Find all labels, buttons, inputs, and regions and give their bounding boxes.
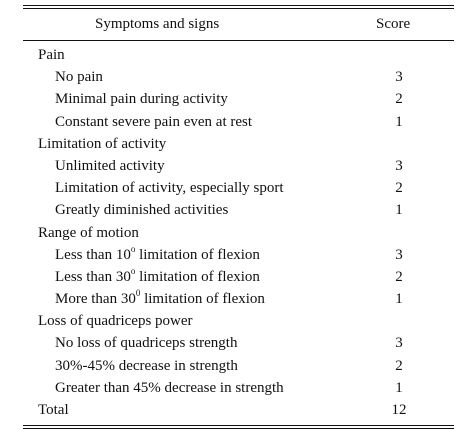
degree-sup: o [130,243,136,254]
item-label: Unlimited activity [55,157,165,174]
item-label-pre: Less than 30 [55,268,131,285]
item-label: No pain [55,69,103,86]
table-row: Less than 30o limitation of flexion 2 [0,266,468,288]
item-label: Limitation of activity, especially sport [55,180,284,197]
item-score: 2 [395,268,403,285]
item-label: Constant severe pain even at rest [55,113,253,130]
category-label: Range of motion [38,224,139,241]
item-label-pre: Less than 10 [55,246,131,263]
table-row: 30%-45% decrease in strength 2 [0,355,468,377]
table-row: Pain [0,44,468,66]
header-rule [23,40,454,41]
table-row: Limitation of activity [0,133,468,155]
header-score: Score [376,16,411,32]
degree-sup: 0 [135,288,141,299]
item-score: 1 [395,202,403,219]
table-row-total: Total 12 [0,399,468,421]
item-label: 30%-45% decrease in strength [55,357,238,374]
table-row: Limitation of activity, especially sport… [0,177,468,199]
table-row: Range of motion [0,222,468,244]
table-row: Less than 10o limitation of flexion 3 [0,244,468,266]
category-label: Loss of quadriceps power [38,313,193,330]
item-label-post: limitation of flexion [135,246,260,263]
degree-sup: o [130,265,136,276]
item-label: No loss of quadriceps strength [55,335,238,352]
table-top-rule-inner [23,8,454,9]
table-row: No pain 3 [0,66,468,88]
table-row: Minimal pain during activity 2 [0,88,468,110]
item-score: 3 [395,69,403,86]
item-score: 3 [395,335,403,352]
item-label-post: limitation of flexion [140,291,265,308]
header-symptoms: Symptoms and signs [95,16,220,32]
table-row: No loss of quadriceps strength 3 [0,332,468,354]
item-score: 3 [395,246,403,263]
total-score: 12 [391,402,407,418]
total-label: Total [38,402,69,418]
table-row: Constant severe pain even at rest 1 [0,111,468,133]
item-label: Greatly diminished activities [55,202,229,219]
item-score: 2 [395,357,403,374]
item-score: 2 [395,91,403,108]
table-row: Greatly diminished activities 1 [0,199,468,221]
table-row: Greater than 45% decrease in strength 1 [0,377,468,399]
item-score: 2 [395,180,403,197]
table-row: Loss of quadriceps power [0,310,468,332]
table-row: Unlimited activity 3 [0,155,468,177]
table-body: Pain No pain 3 Minimal pain during activ… [0,44,468,421]
table-bottom-rule [23,425,454,426]
item-score: 1 [395,113,403,130]
item-label-pre: More than 30 [55,291,136,308]
item-label: Less than 10o limitation of flexion [55,244,260,266]
item-score: 1 [395,379,403,396]
table-row: More than 300 limitation of flexion 1 [0,288,468,310]
table-bottom-rule-outer [23,428,454,429]
category-label: Limitation of activity [38,135,167,152]
table-top-rule [23,5,454,6]
item-label: Minimal pain during activity [55,91,228,108]
category-label: Pain [38,47,65,63]
item-label: Less than 30o limitation of flexion [55,266,260,288]
item-score: 1 [395,291,403,308]
item-label: Greater than 45% decrease in strength [55,379,284,396]
item-score: 3 [395,157,403,174]
item-label-post: limitation of flexion [135,268,260,285]
item-label: More than 300 limitation of flexion [55,288,265,310]
